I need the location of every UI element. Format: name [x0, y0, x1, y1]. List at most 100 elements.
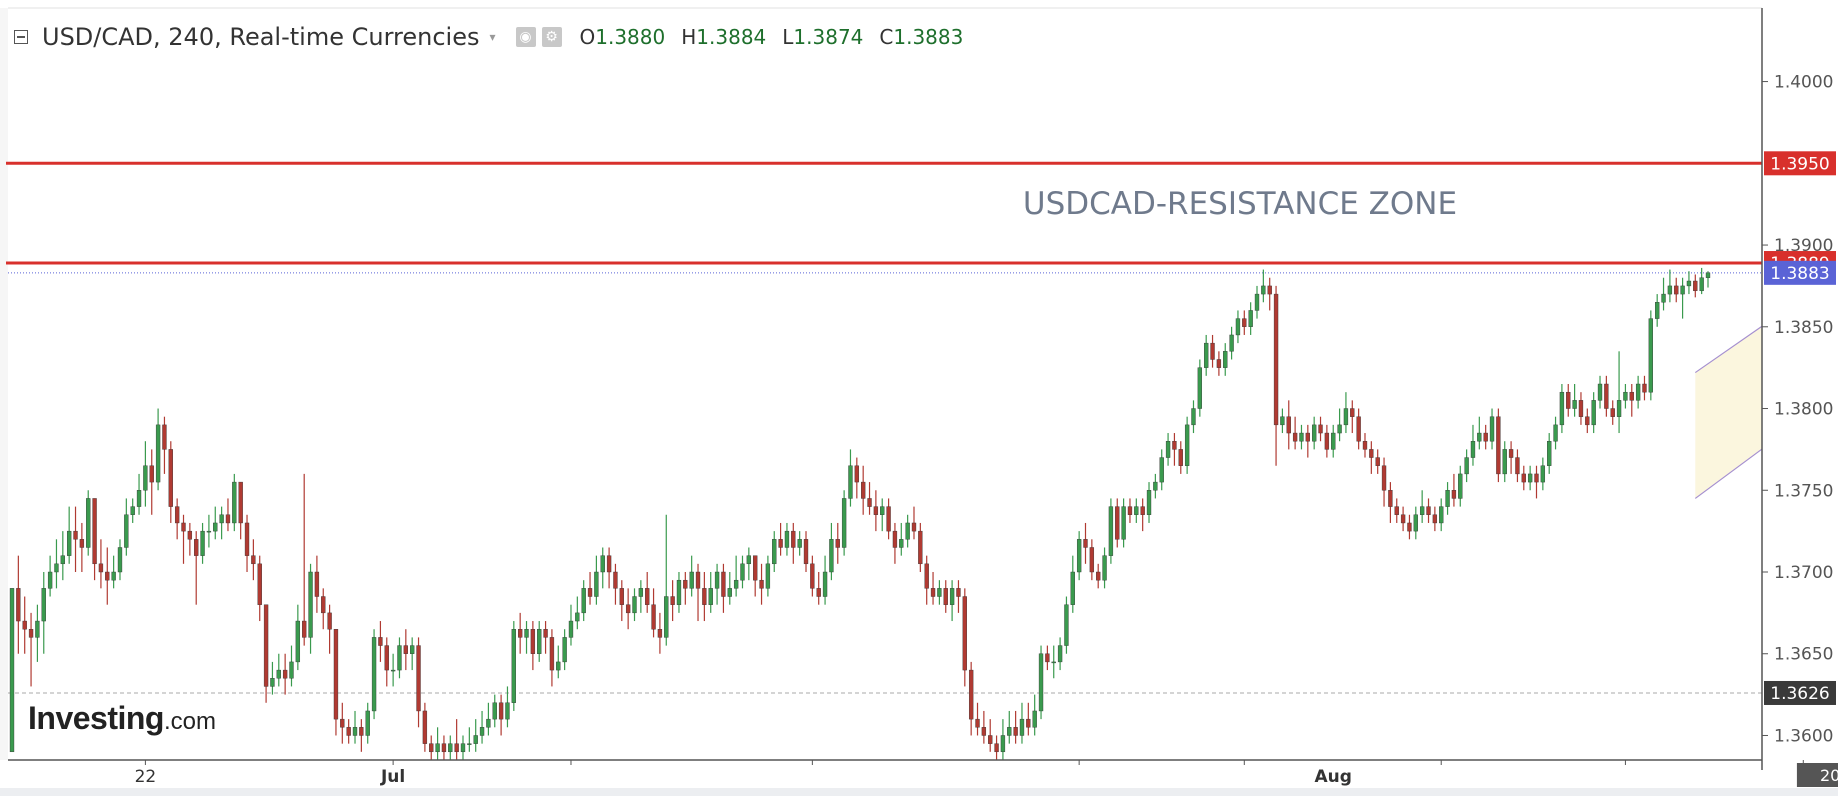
candle-up [537, 629, 542, 654]
channel-lower-line[interactable] [1694, 448, 1763, 499]
candle-up [524, 629, 529, 638]
candle-up [1477, 432, 1482, 442]
candle-up [219, 514, 224, 524]
candle-down [28, 629, 34, 638]
candle-up [765, 563, 771, 589]
left-edge [0, 8, 8, 760]
candle-up [1445, 490, 1450, 507]
gear-icon[interactable]: ⚙ [541, 27, 562, 47]
candle-down [429, 743, 434, 753]
candle-up [270, 678, 275, 687]
candle-down [98, 563, 104, 573]
candle-up [111, 571, 116, 581]
candle-down [517, 629, 523, 638]
candle-up [124, 514, 129, 548]
candle-down [1515, 457, 1520, 475]
candle-up [1229, 334, 1234, 352]
candle-down [1394, 506, 1399, 515]
candle-up [1261, 285, 1266, 295]
candle-up [1635, 383, 1641, 401]
candle-up [905, 522, 910, 540]
candle-up [1597, 383, 1603, 401]
ohlc-high: H1.3884 [681, 25, 767, 49]
candle-down [1362, 441, 1368, 450]
candle-down [759, 579, 764, 589]
resistance-price-tag-bg [1764, 151, 1836, 176]
ohlc-low: L1.3874 [782, 25, 864, 49]
candle-down [1267, 285, 1272, 295]
support-price-tag: 1.3626 [1770, 684, 1829, 704]
candle-down [168, 449, 173, 507]
candle-up [54, 563, 59, 573]
candle-up [276, 669, 281, 679]
candle-down [181, 522, 186, 532]
symbol-title[interactable]: USD/CAD, 240, Real-time Currencies [42, 23, 480, 51]
candle-up [1470, 441, 1476, 458]
eye-icon[interactable]: ◉ [515, 27, 536, 47]
candle-up [714, 571, 720, 589]
candle-up [575, 612, 580, 622]
candle-up [1616, 400, 1622, 417]
candle-down [1324, 432, 1330, 450]
candle-down [1178, 449, 1183, 466]
candle-up [1165, 441, 1171, 458]
candle-down [530, 629, 536, 654]
candle-down [1305, 432, 1310, 442]
candle-down [1096, 571, 1101, 581]
candle-up [740, 563, 745, 581]
candle-down [16, 588, 21, 622]
candle-down [1356, 416, 1361, 442]
candle-up [479, 727, 485, 736]
candle-down [194, 539, 199, 556]
candle-up [390, 669, 396, 672]
candle-down [1585, 416, 1590, 426]
bottom-strip [0, 788, 1838, 796]
candle-up [822, 571, 828, 597]
candle-down [1089, 547, 1095, 573]
candle-down [657, 629, 663, 638]
ohlc-open: O1.3880 [579, 25, 666, 49]
candle-down [378, 637, 383, 646]
candle-up [784, 530, 790, 548]
candle-up [676, 579, 682, 605]
candle-down [549, 637, 555, 671]
price-tick-label: 1.3750 [1774, 481, 1833, 501]
candle-down [327, 612, 332, 630]
candle-down [587, 588, 593, 597]
candle-down [498, 702, 504, 720]
price-tick-label: 1.3800 [1774, 400, 1833, 420]
candle-up [505, 702, 510, 720]
candle-down [302, 620, 307, 638]
candle-down [1013, 727, 1018, 736]
candle-down [835, 539, 840, 548]
candle-up [581, 588, 586, 614]
candle-down [105, 571, 110, 581]
candle-down [79, 539, 85, 548]
candle-down [943, 588, 948, 605]
candle-up [117, 547, 123, 573]
candle-up [435, 743, 440, 753]
candle-down [1242, 318, 1247, 327]
candle-up [1655, 302, 1660, 319]
candle-down [1693, 280, 1698, 292]
candle-up [410, 645, 415, 654]
candle-up [1648, 318, 1654, 393]
candle-down [257, 563, 262, 605]
candle-up [448, 743, 453, 753]
channel-upper-line[interactable] [1694, 325, 1763, 374]
ohlc-readout: O1.3880 H1.3884 L1.3874 C1.3883 [580, 25, 964, 49]
candle-up [1312, 424, 1317, 442]
candle-up [1146, 490, 1152, 515]
candle-down [619, 588, 624, 605]
chevron-down-icon[interactable]: ▾ [489, 30, 496, 44]
candle-up [1038, 653, 1044, 712]
candle-up [1572, 400, 1577, 409]
candle-down [251, 555, 256, 565]
candle-down [346, 727, 351, 736]
candle-up [1153, 481, 1158, 491]
collapse-icon[interactable] [14, 30, 28, 44]
candle-up [1464, 457, 1469, 475]
